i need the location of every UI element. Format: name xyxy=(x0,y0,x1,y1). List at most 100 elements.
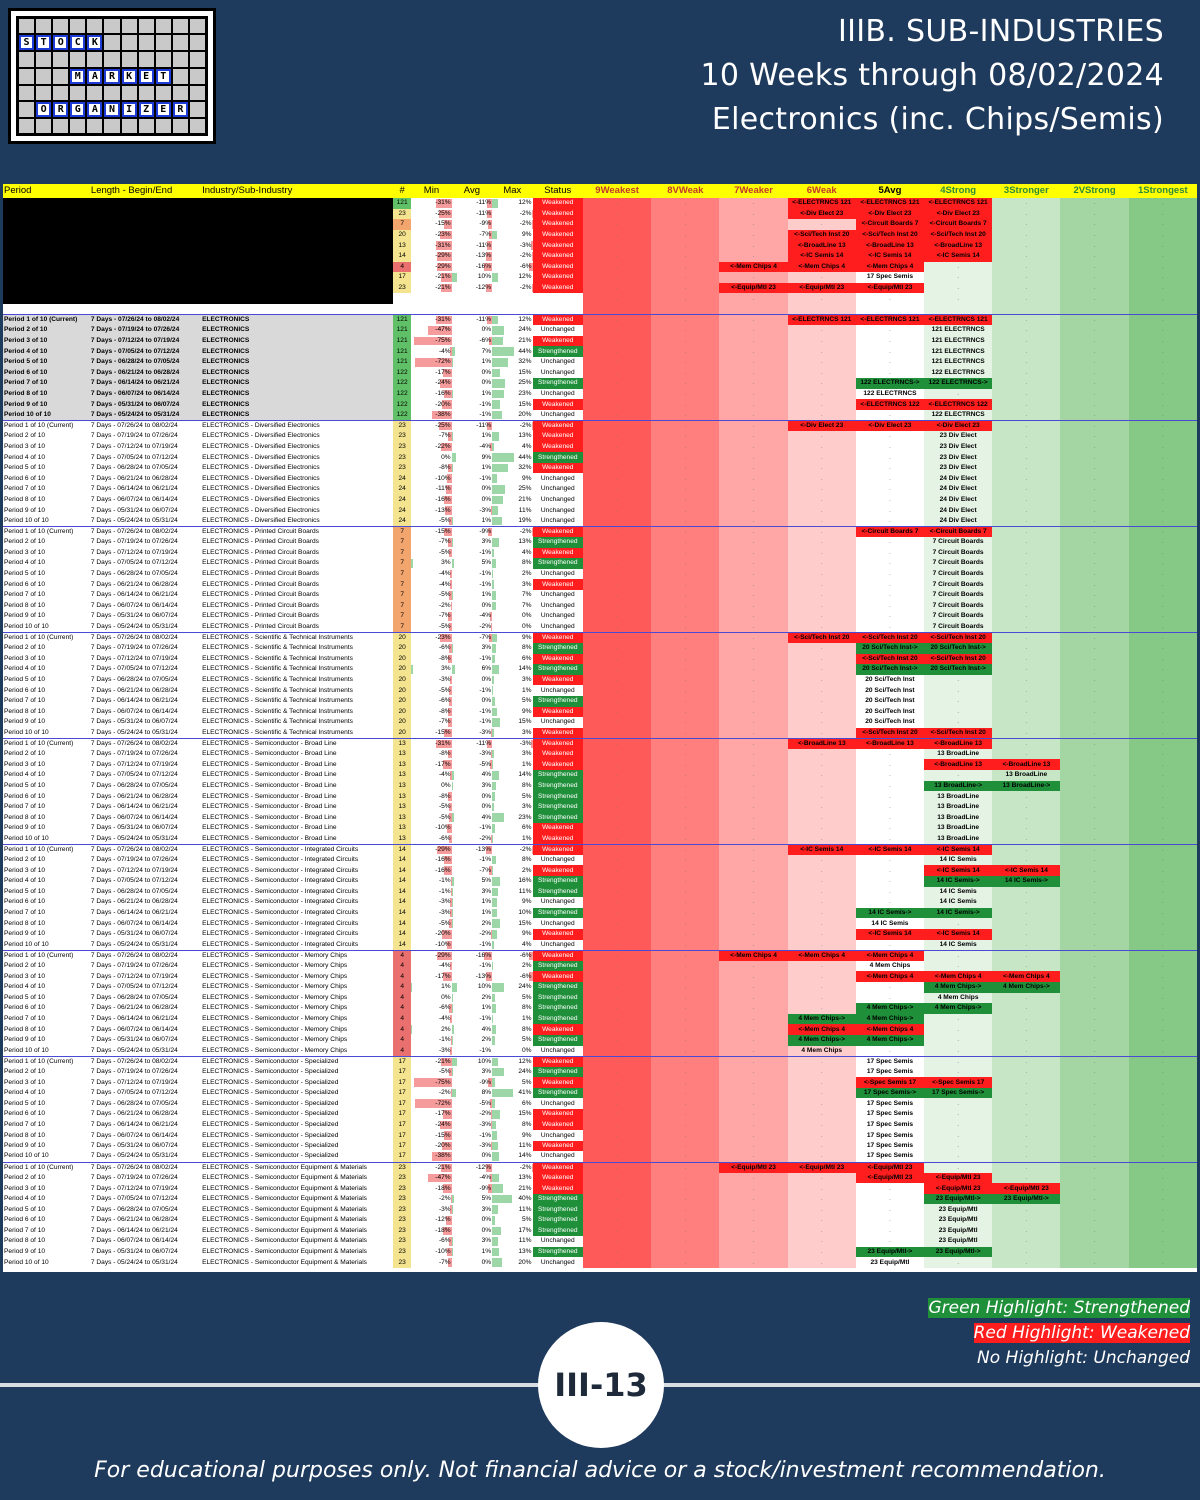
min-cell: -21% xyxy=(411,1161,452,1173)
table-row: Period 1 of 10 (Current) 7 Days - 07/26/2… xyxy=(3,1161,1197,1173)
status-cell: Weakened xyxy=(532,431,584,442)
rank-cell: . xyxy=(651,525,720,537)
empty-marker: . xyxy=(1025,1226,1028,1234)
empty-marker: . xyxy=(684,358,687,366)
value-bar xyxy=(451,1035,452,1045)
rank-cell: . xyxy=(719,272,788,283)
status-cell: Unchanged xyxy=(540,940,575,948)
value-bar xyxy=(436,739,452,748)
empty-marker: . xyxy=(1161,644,1164,652)
empty-marker: . xyxy=(684,771,687,779)
max-cell: -6% xyxy=(492,949,533,961)
logo-cell xyxy=(87,52,103,67)
empty-marker: . xyxy=(1093,1142,1096,1150)
title-line-2: 10 Weeks through 08/02/2024 xyxy=(700,58,1164,93)
rank-cell: . xyxy=(719,505,788,516)
value-text: 3% xyxy=(441,559,451,567)
value-bar xyxy=(492,1025,497,1034)
value-text: 11% xyxy=(518,1205,532,1213)
max-cell: -2% xyxy=(492,1161,533,1173)
value-text: 12% xyxy=(518,199,532,207)
rank-cell: . xyxy=(651,971,720,982)
rank-cell: . xyxy=(1060,1151,1129,1163)
rank-cell: . xyxy=(651,229,720,241)
rank-cell: . xyxy=(583,1215,652,1226)
industry-cell: ELECTRONICS - Semiconductor Equipment & … xyxy=(202,1195,367,1203)
rank-cell: . xyxy=(992,685,1061,696)
value-text: 0% xyxy=(481,792,492,800)
value-bar xyxy=(531,283,533,293)
rank-cell: . xyxy=(719,611,788,622)
rank-cell: . xyxy=(719,537,788,548)
empty-marker: . xyxy=(1025,1173,1028,1181)
rank-cell: <-Sci/Tech Inst 20 xyxy=(855,727,925,739)
rank-cell: . xyxy=(719,674,788,686)
avg-cell: -3% xyxy=(452,1141,493,1152)
value-text: -9% xyxy=(479,527,492,535)
rank-cell: . xyxy=(651,1225,720,1237)
empty-marker: . xyxy=(616,410,619,418)
empty-marker: . xyxy=(684,400,687,408)
empty-marker: . xyxy=(1093,940,1096,948)
rank-cell: . xyxy=(787,833,856,845)
industry-cell: ELECTRONICS xyxy=(201,346,394,357)
empty-marker: . xyxy=(684,760,687,768)
min-cell: -1% xyxy=(411,876,452,887)
rank-cell: . xyxy=(651,631,720,643)
value-bar xyxy=(491,1131,493,1140)
empty-marker: . xyxy=(752,506,755,514)
rank-cell: 24 Div Elect xyxy=(924,515,993,527)
value-bar xyxy=(451,389,453,399)
value-bar xyxy=(446,1247,452,1257)
industry-cell: ELECTRONICS - Semiconductor - Specialize… xyxy=(202,1120,339,1128)
empty-marker: . xyxy=(684,697,687,705)
rank-cell: . xyxy=(855,886,925,898)
table-row: Period 7 of 10 7 Days - 06/14/24 to 06/21… xyxy=(3,695,1197,707)
value-text: -5% xyxy=(438,516,451,524)
max-cell: 3% xyxy=(492,749,532,760)
value-text: -1% xyxy=(479,400,492,408)
empty-marker: . xyxy=(889,803,891,811)
rank-cell: . xyxy=(651,240,720,251)
empty-marker: . xyxy=(1093,1184,1096,1192)
max-cell: 12% xyxy=(492,198,532,209)
empty-marker: . xyxy=(684,856,687,864)
table-row: Period 1 of 10 (Current) 7 Days - 07/26/2… xyxy=(3,631,1197,643)
industry-cell: ELECTRONICS - Diversified Electronics xyxy=(202,453,320,461)
rank-cell: . xyxy=(992,399,1061,410)
rank-cell: . xyxy=(992,1034,1061,1046)
logo-cell xyxy=(70,52,86,67)
count-cell: 23 xyxy=(393,1172,412,1184)
table-row: Period 8 of 10 7 Days - 06/07/24 to 06/14… xyxy=(3,388,1197,400)
value-text: 0% xyxy=(521,612,532,620)
value-text: 7% xyxy=(481,347,492,355)
count-cell: 17 xyxy=(393,1130,412,1141)
empty-marker: . xyxy=(684,1142,687,1150)
empty-marker: . xyxy=(684,294,687,302)
empty-marker: . xyxy=(752,1216,755,1224)
empty-marker: . xyxy=(1025,834,1028,842)
rank-cell: . xyxy=(787,1204,856,1215)
rank-cell: . xyxy=(583,1055,652,1067)
empty-marker: . xyxy=(1161,548,1164,556)
empty-marker: . xyxy=(1161,316,1164,324)
count-cell: 23 xyxy=(393,452,412,463)
rank-cell: . xyxy=(651,314,720,326)
empty-marker: . xyxy=(616,1015,619,1023)
value-text: 6% xyxy=(521,824,532,832)
empty-marker: . xyxy=(1093,199,1096,207)
value-text: -6% xyxy=(438,1004,451,1012)
empty-marker: . xyxy=(752,538,755,546)
empty-marker: . xyxy=(752,983,755,991)
count-cell: 14 xyxy=(393,854,412,866)
rank-cell: . xyxy=(1128,907,1197,919)
industry-cell: ELECTRONICS - Semiconductor - Broad Line xyxy=(202,803,337,811)
min-cell: -31% xyxy=(411,240,452,251)
table-row: Period 3 of 10 7 Days - 07/12/24 to 07/19… xyxy=(3,971,1197,982)
empty-marker: . xyxy=(616,1131,619,1139)
value-text: -5% xyxy=(479,760,492,768)
max-cell: -6% xyxy=(492,971,533,982)
rank-cell: . xyxy=(719,812,788,824)
empty-marker: . xyxy=(752,728,755,736)
length-cell: 7 Days - 06/14/24 to 06/21/24 xyxy=(90,1015,178,1023)
